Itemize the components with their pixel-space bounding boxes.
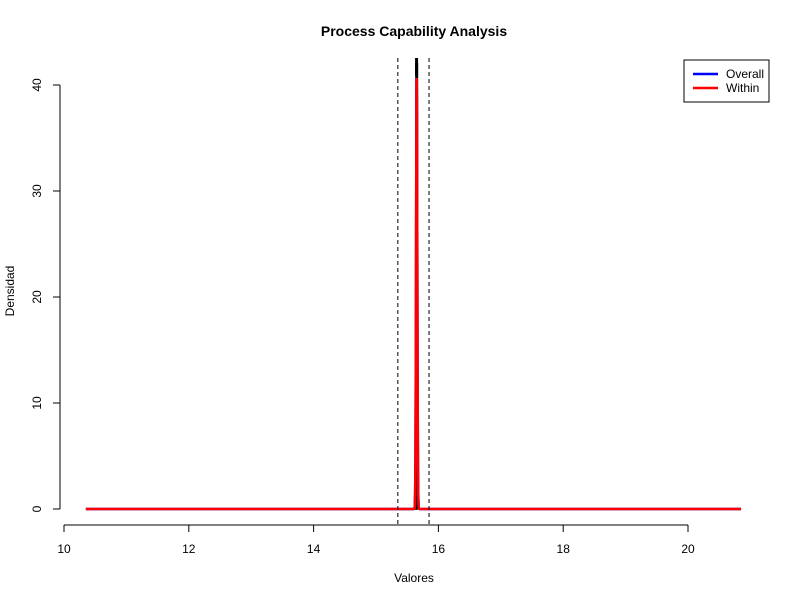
x-tick-label: 16 <box>432 542 446 556</box>
x-tick-label: 12 <box>182 542 196 556</box>
density-curve-within <box>85 78 742 511</box>
x-axis: 10 12 14 16 18 20 <box>57 524 695 556</box>
y-tick-label: 0 <box>30 505 44 512</box>
x-axis-title: Valores <box>394 571 434 585</box>
y-tick-label: 30 <box>30 184 44 198</box>
y-axis: 0 10 20 30 40 <box>30 78 61 512</box>
y-tick-label: 10 <box>30 396 44 410</box>
legend: Overall Within <box>683 59 770 103</box>
y-tick-label: 20 <box>30 290 44 304</box>
x-tick-label: 18 <box>557 542 571 556</box>
legend-label-within: Within <box>726 81 759 95</box>
x-tick-label: 14 <box>307 542 321 556</box>
density-curve-overall <box>85 78 742 511</box>
spec-limits-layer <box>397 58 430 526</box>
legend-box <box>683 59 770 103</box>
y-tick-label: 40 <box>30 78 44 92</box>
x-tick-label: 20 <box>681 542 695 556</box>
x-tick-label: 10 <box>57 542 71 556</box>
y-axis-title: Densidad <box>3 266 17 317</box>
legend-label-overall: Overall <box>726 67 764 81</box>
chart-title: Process Capability Analysis <box>321 23 507 39</box>
density-curves-layer <box>85 78 742 511</box>
